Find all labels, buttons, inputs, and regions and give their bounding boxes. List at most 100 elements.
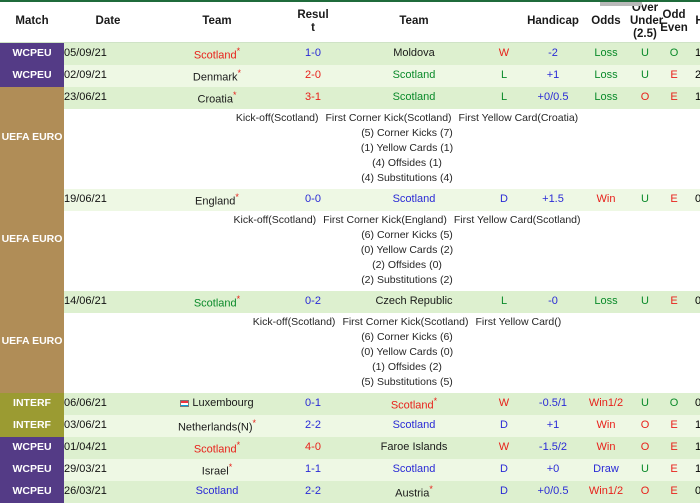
away-team: Scotland xyxy=(344,415,484,437)
league-badge-cell[interactable]: WCPEU xyxy=(0,458,64,481)
odds-result: Win1/2 xyxy=(588,397,624,410)
table-row[interactable]: INTERF 03/06/21 Netherlands(N)* 2-2 Scotland… xyxy=(0,414,700,437)
home-team: Netherlands(N)* xyxy=(152,415,282,437)
league-badge[interactable]: INTERF xyxy=(0,392,64,415)
table-row[interactable]: WCPEU 26/03/21 Scotland 2-2 Austria* D +0/0.5 W… xyxy=(0,480,700,503)
handicap-value: -2 xyxy=(548,47,558,60)
match-date: 26/03/21 xyxy=(64,485,107,498)
league-badge[interactable]: WCPEU xyxy=(0,458,64,481)
home-team: Scotland xyxy=(152,481,282,503)
col-header-wdl xyxy=(484,2,524,43)
table-row[interactable]: UEFA EURO 14/06/21 Scotland* 0-2 Czech Repub… xyxy=(0,290,700,393)
match-detail-stats: Kick-off(Scotland) First Corner Kick(Engl… xyxy=(64,211,700,291)
win-draw-loss: L xyxy=(500,295,508,308)
away-team: Moldova xyxy=(344,42,484,65)
win-draw-loss: W xyxy=(498,397,510,410)
league-badge-cell[interactable]: WCPEU xyxy=(0,64,64,87)
league-badge-cell[interactable]: UEFA EURO xyxy=(0,290,64,393)
league-badge[interactable]: WCPEU xyxy=(0,436,64,459)
table-row[interactable]: WCPEU 29/03/21 Israel* 1-1 Scotland D +0 Draw U E… xyxy=(0,458,700,481)
league-badge[interactable]: WCPEU xyxy=(0,480,64,503)
league-badge-cell[interactable]: UEFA EURO xyxy=(0,86,64,189)
team-name: Scotland xyxy=(390,399,434,412)
away-team: Scotland xyxy=(344,65,484,87)
detail-stat-line: (5) Corner Kicks (7) xyxy=(361,126,453,139)
team-name: Scotland xyxy=(392,419,436,432)
odds-result: Win xyxy=(596,193,616,206)
table-row[interactable]: UEFA EURO 23/06/21 Croatia* 3-1 Scotland L +0/… xyxy=(0,86,700,189)
table-row[interactable]: INTERF 06/06/21 Luxembourg 0-1 Scotland* W -0.… xyxy=(0,392,700,415)
handicap-value: +0 xyxy=(546,463,560,476)
team-name: England xyxy=(195,195,236,208)
table-header: Match Date Team Resul t Team Handicap Od… xyxy=(0,2,700,43)
table-row[interactable]: WCPEU 05/09/21 Scotland* 1-0 Moldova W -2 Loss U… xyxy=(0,42,700,65)
table-body: WCPEU 05/09/21 Scotland* 1-0 Moldova W -2 Loss U… xyxy=(0,42,700,503)
match-result: 0-2 xyxy=(305,295,321,308)
match-date: 19/06/21 xyxy=(64,193,107,206)
half-time-score: 0-1 xyxy=(695,295,700,308)
table-row[interactable]: UEFA EURO 19/06/21 England* 0-0 Scotland D +1.… xyxy=(0,188,700,291)
col-header-oe-line2: Even xyxy=(660,21,688,34)
team-name: Czech Republic xyxy=(375,295,453,308)
detail-stat-line: (6) Corner Kicks (6) xyxy=(361,330,453,343)
home-advantage-star: * xyxy=(429,483,433,494)
win-draw-loss: D xyxy=(500,419,508,432)
odd-even-result: E xyxy=(670,463,678,476)
league-badge-cell[interactable]: INTERF xyxy=(0,414,64,437)
win-draw-loss: D xyxy=(500,463,508,476)
odds-result: Win xyxy=(596,419,616,432)
detail-stat-line: (1) Yellow Cards (1) xyxy=(360,141,454,154)
league-badge-cell[interactable]: UEFA EURO xyxy=(0,188,64,291)
handicap-value: -0 xyxy=(548,295,558,308)
over-under-result: U xyxy=(641,69,649,82)
over-under-result: U xyxy=(641,397,649,410)
detail-stat-line: (6) Corner Kicks (5) xyxy=(361,228,453,241)
over-under-result: O xyxy=(640,441,650,454)
league-badge[interactable]: WCPEU xyxy=(0,64,64,87)
home-team: Denmark* xyxy=(152,65,282,87)
odds-result: Loss xyxy=(594,295,618,308)
league-badge[interactable]: UEFA EURO xyxy=(0,290,64,393)
half-time-score: 1-0 xyxy=(695,463,700,476)
detail-stat-line: (2) Substitutions (2) xyxy=(361,273,453,286)
scrollbar-indicator[interactable] xyxy=(600,2,642,6)
match-date: 01/04/21 xyxy=(64,441,107,454)
win-draw-loss: D xyxy=(500,485,508,498)
over-under-result: U xyxy=(641,47,649,60)
handicap-value: +0/0.5 xyxy=(537,91,569,104)
over-under-result: U xyxy=(641,463,649,476)
league-badge-cell[interactable]: WCPEU xyxy=(0,480,64,503)
match-result: 2-2 xyxy=(305,485,321,498)
odd-even-result: E xyxy=(670,69,678,82)
match-detail-cell: Kick-off(Scotland) First Corner Kick(Scot… xyxy=(64,312,700,393)
table-row[interactable]: WCPEU 02/09/21 Denmark* 2-0 Scotland L +1 Loss U… xyxy=(0,64,700,87)
match-result: 3-1 xyxy=(305,91,321,104)
home-advantage-star: * xyxy=(236,439,241,450)
detail-stat-line: (0) Yellow Cards (0) xyxy=(360,345,454,358)
league-badge[interactable]: INTERF xyxy=(0,414,64,437)
league-badge[interactable]: UEFA EURO xyxy=(0,86,64,189)
away-team: Scotland xyxy=(344,459,484,481)
half-time-score: 1-1 xyxy=(695,419,700,432)
detail-stat-line: (4) Substitutions (4) xyxy=(361,171,453,184)
team-name: Moldova xyxy=(393,47,435,60)
team-name: Scotland xyxy=(392,91,436,104)
team-name: Faroe Islands xyxy=(380,441,448,454)
col-header-ou-line3: (2.5) xyxy=(633,28,657,41)
league-badge-cell[interactable]: INTERF xyxy=(0,392,64,415)
handicap-value: -1.5/2 xyxy=(538,441,568,454)
odds-result: Draw xyxy=(593,463,619,476)
home-advantage-star: * xyxy=(235,191,239,202)
home-advantage-star: * xyxy=(252,417,257,428)
handicap-value: +1.5 xyxy=(542,193,564,206)
league-badge-cell[interactable]: WCPEU xyxy=(0,42,64,65)
detail-stat-line: (1) Offsides (2) xyxy=(372,360,442,373)
table-row[interactable]: WCPEU 01/04/21 Scotland* 4-0 Faroe Islands W -… xyxy=(0,436,700,459)
league-badge-cell[interactable]: WCPEU xyxy=(0,436,64,459)
league-badge[interactable]: WCPEU xyxy=(0,42,64,65)
half-time-score: 1-0 xyxy=(695,47,700,60)
league-badge[interactable]: UEFA EURO xyxy=(0,188,64,291)
match-date: 29/03/21 xyxy=(64,463,107,476)
away-team: Scotland xyxy=(344,87,484,109)
